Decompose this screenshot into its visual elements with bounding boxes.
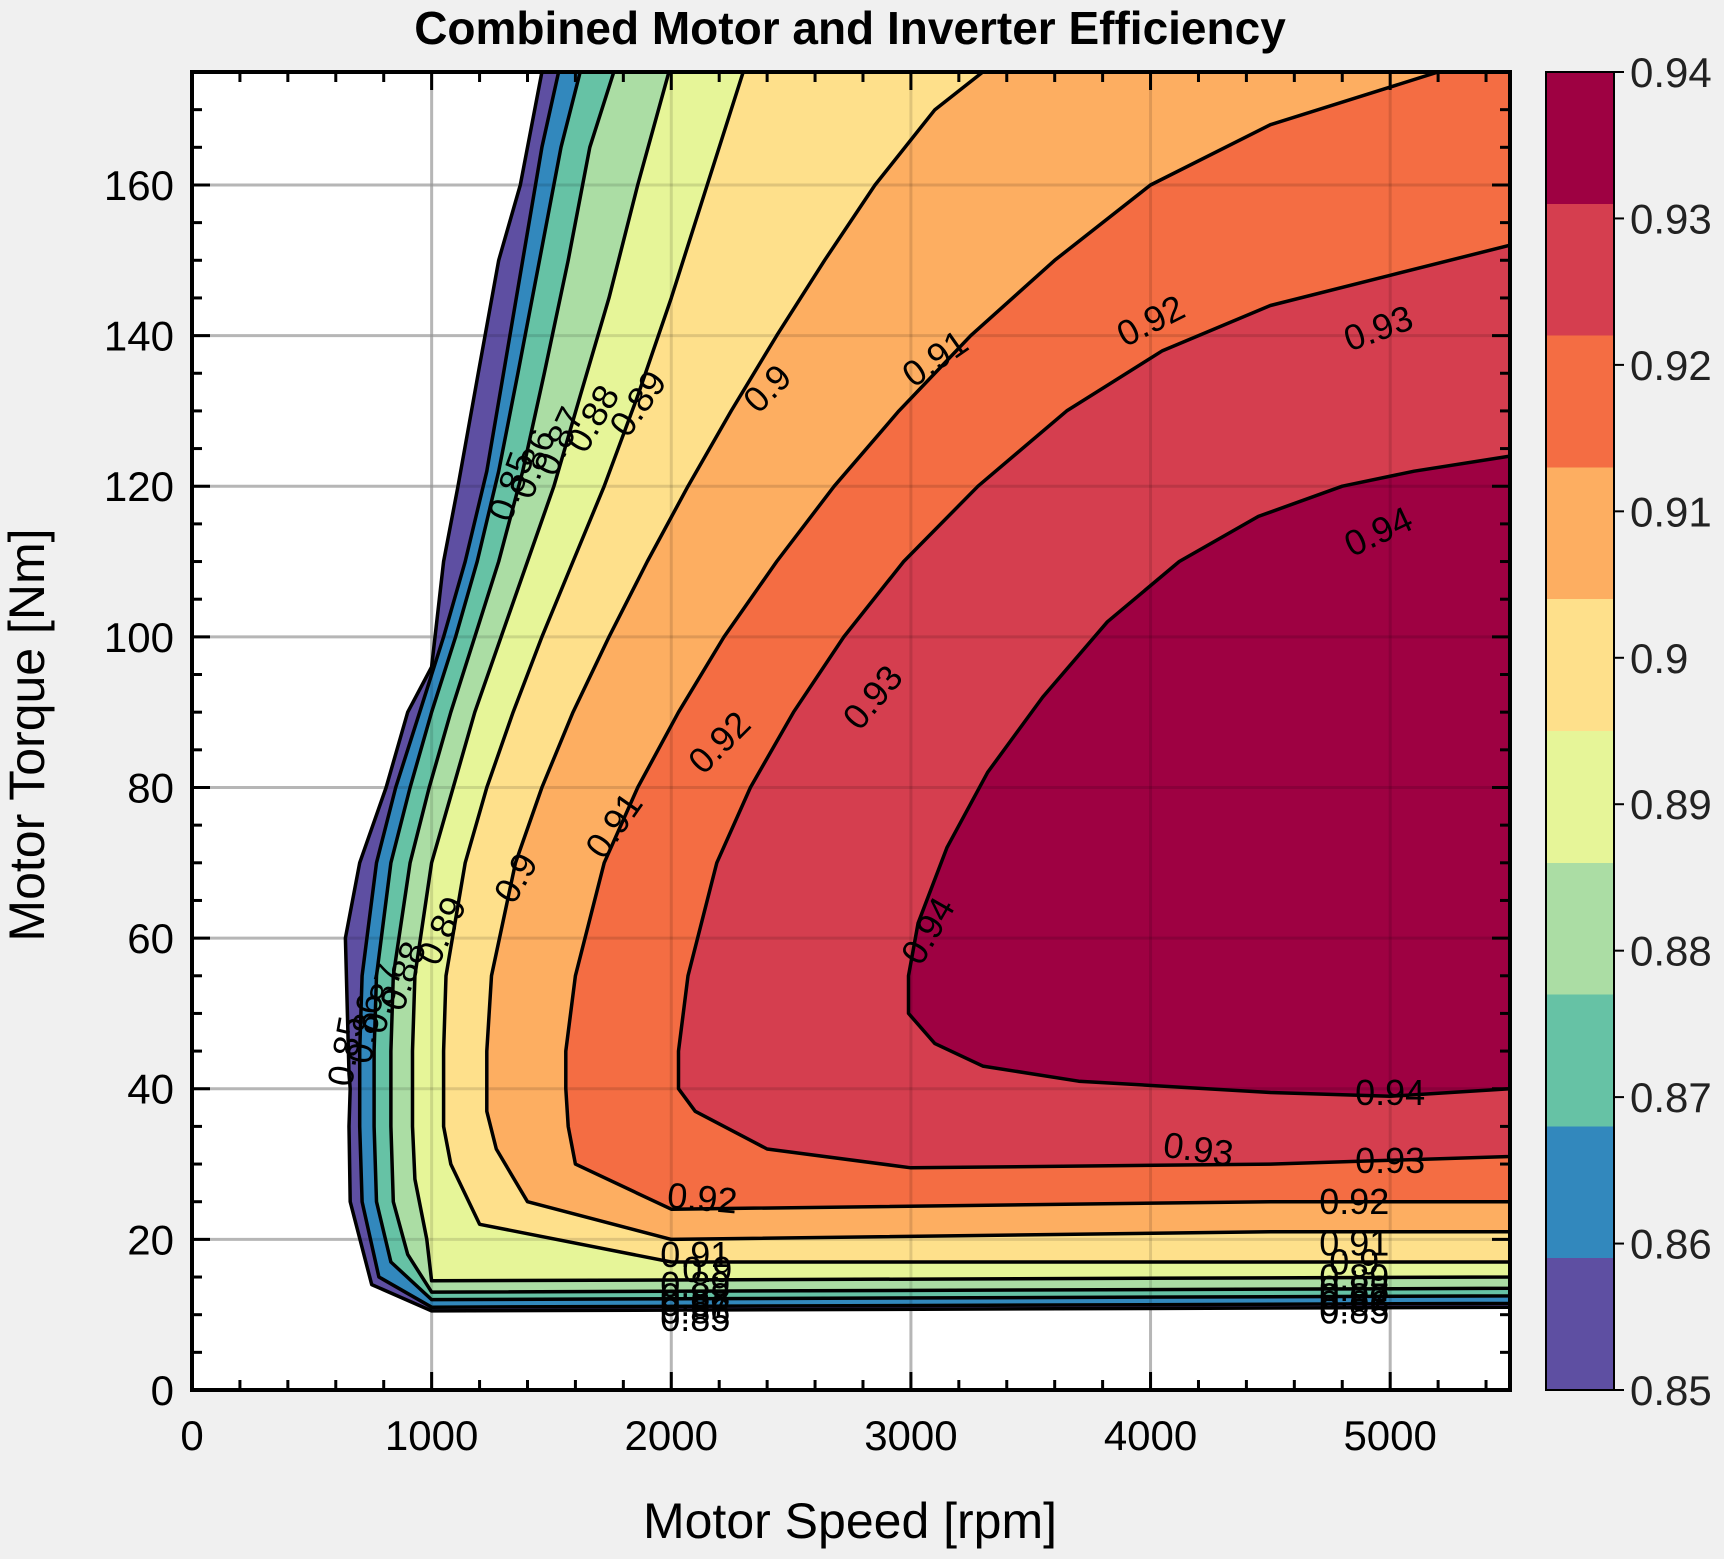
contour-label: 0.86 (660, 1290, 730, 1331)
contour-band-0.94 (908, 456, 1510, 1097)
x-tick-label: 0 (180, 1412, 203, 1459)
y-tick-label: 20 (127, 1216, 174, 1263)
contour-label: 0.92 (666, 1174, 739, 1221)
contour-label: 0.91 (1319, 1223, 1389, 1264)
colorbar-tick-label: 0.87 (1630, 1074, 1712, 1121)
colorbar-ticks: 0.85 0.86 0.87 0.88 0.89 0.9 0.91 0.92 0.93 0.94 (1614, 49, 1712, 1414)
contour-label: 0.86 (1319, 1283, 1389, 1324)
contour-label: 0.85 (660, 1298, 730, 1339)
y-axis-label: Motor Torque [Nm] (0, 528, 55, 941)
y-tick-label: 40 (127, 1066, 174, 1113)
contour-label: 0.88 (1319, 1268, 1389, 1309)
x-axis-label: Motor Speed [rpm] (643, 1493, 1057, 1549)
contour-label: 0.89 (660, 1264, 730, 1305)
contour-line-0.91 (485, 72, 1510, 1242)
colorbar-tick-label: 0.94 (1630, 49, 1712, 96)
contour-label: 0.87 (660, 1283, 730, 1324)
contour-line-0.87 (372, 72, 1510, 1302)
colorbar-tick-label: 0.9 (1630, 635, 1688, 682)
x-tick-label: 3000 (864, 1412, 957, 1459)
contour-label: 0.93 (1355, 1140, 1425, 1181)
colorbar-tick-label: 0.86 (1630, 1221, 1712, 1268)
contour-label: 0.89 (1319, 1257, 1389, 1298)
x-tick-label: 1000 (385, 1412, 478, 1459)
y-tick-label: 160 (104, 162, 174, 209)
contour-label: 0.87 (1319, 1275, 1389, 1316)
contour-label: 0.94 (1355, 1072, 1425, 1113)
contour-label: 0.91 (660, 1234, 730, 1275)
contour-lines (343, 72, 1510, 1313)
colorbar-gradient (1545, 71, 1615, 1391)
contour-line-0.85 (343, 72, 1510, 1313)
y-tick-label: 60 (127, 915, 174, 962)
x-tick-label: 2000 (625, 1412, 718, 1459)
contour-label: 0.9 (1329, 1241, 1379, 1282)
contour-fills (345, 72, 1510, 1311)
contour-label: 0.88 (660, 1275, 730, 1316)
colorbar-tick-label: 0.92 (1630, 342, 1712, 389)
x-tick-label: 4000 (1104, 1412, 1197, 1459)
contour-label: 0.85 (1319, 1290, 1389, 1331)
colorbar: 0.85 0.86 0.87 0.88 0.89 0.9 0.91 0.92 0.93 0.94 (1545, 49, 1712, 1414)
contour-line-0.94 (906, 454, 1510, 1099)
contour-label: 0.9 (682, 1249, 732, 1290)
contour-label: 0.92 (1319, 1181, 1389, 1222)
contour-line-0.93 (676, 243, 1510, 1170)
colorbar-tick-label: 0.85 (1630, 1367, 1712, 1414)
contour-line-0.89 (410, 72, 1510, 1283)
colorbar-tick-label: 0.93 (1630, 195, 1712, 242)
y-tick-label: 140 (104, 313, 174, 360)
y-tick-label: 100 (104, 614, 174, 661)
colorbar-tick-label: 0.89 (1630, 781, 1712, 828)
contour-line-0.86 (357, 72, 1510, 1309)
grid-overlay (192, 72, 1510, 1390)
contour-line-0.88 (389, 72, 1510, 1294)
axis-ticks: 0 1000 2000 3000 4000 5000 0 20 40 60 80 100 120 140 1… (104, 70, 1510, 1459)
chart-title: Combined Motor and Inverter Efficiency (414, 2, 1286, 54)
x-tick-label: 5000 (1343, 1412, 1436, 1459)
y-tick-label: 120 (104, 463, 174, 510)
contour-line-0.9 (441, 72, 1510, 1264)
colorbar-tick-label: 0.91 (1630, 488, 1712, 535)
y-tick-label: 0 (151, 1367, 174, 1414)
contour-label: 0.93 (1161, 1124, 1236, 1174)
y-tick-label: 80 (127, 764, 174, 811)
contour-line-0.92 (564, 72, 1510, 1211)
plot-frame (190, 70, 1512, 1392)
colorbar-tick-label: 0.88 (1630, 928, 1712, 975)
